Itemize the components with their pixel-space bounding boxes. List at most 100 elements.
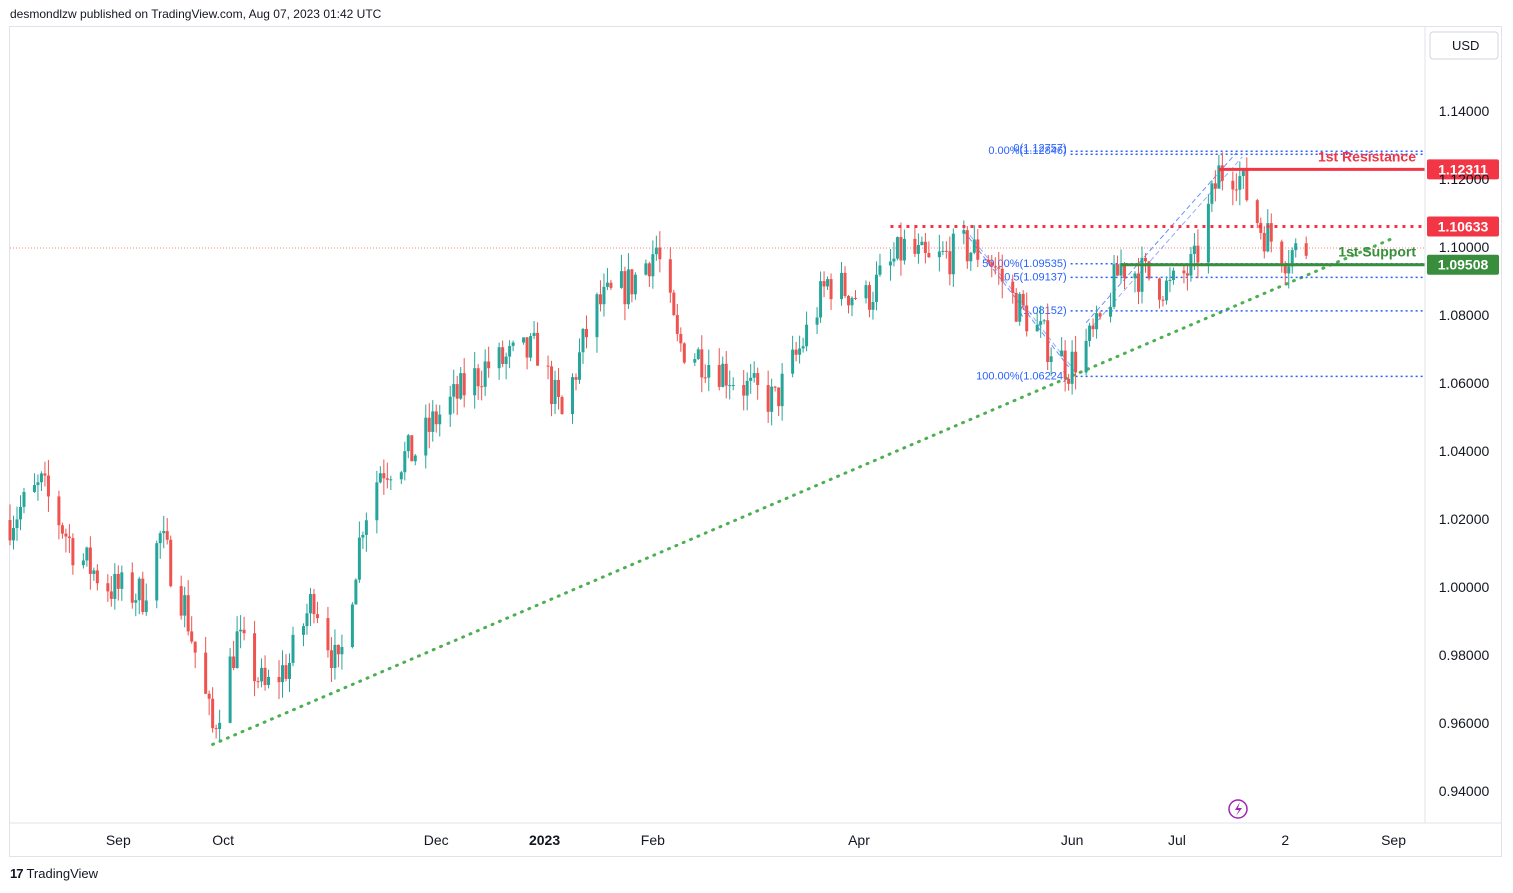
candle-body — [1304, 243, 1308, 256]
fib-level-label: 50.00%(1.09535) — [982, 258, 1066, 270]
candle-body — [937, 251, 941, 258]
candle-body — [574, 377, 578, 380]
candle-body — [291, 634, 295, 663]
candle-body — [438, 414, 442, 425]
candle-body — [504, 356, 508, 365]
candle-body — [497, 347, 501, 369]
x-tick-label: Sep — [106, 832, 131, 848]
candle-body — [1147, 261, 1151, 279]
candle-body — [840, 272, 844, 300]
candle-body — [696, 349, 700, 360]
candle-body — [67, 536, 71, 539]
time-axis: Sep Oct Dec 2023 Feb Apr Jun Jul 2 Sep — [106, 832, 1406, 848]
candle-body — [756, 373, 760, 386]
candle-body — [1095, 313, 1099, 330]
candle-body — [770, 386, 774, 412]
candle-body — [385, 478, 389, 480]
y-tick-label: 0.96000 — [1439, 715, 1490, 731]
publish-info: desmondlzw published on TradingView.com,… — [10, 7, 382, 21]
candle-body — [944, 250, 948, 252]
candle-body — [777, 387, 781, 407]
candle-body — [326, 618, 330, 651]
candle-body — [679, 333, 683, 344]
candle-body — [11, 528, 15, 541]
candle-body — [193, 641, 197, 653]
candle-body — [1039, 321, 1043, 325]
candle-body — [976, 239, 980, 260]
candle-body — [1049, 356, 1053, 363]
y-tick-label: 1.08000 — [1439, 307, 1490, 323]
candle-body — [605, 282, 609, 287]
candle-body — [993, 266, 997, 268]
y-tick-label: 0.94000 — [1439, 783, 1490, 799]
candle-body — [158, 533, 162, 544]
candle-body — [476, 368, 480, 387]
candle-body — [672, 292, 676, 315]
candle-body — [829, 279, 833, 300]
candle-body — [550, 366, 554, 405]
candle-body — [277, 676, 281, 683]
candle-body — [1123, 263, 1127, 279]
candle-body — [137, 578, 141, 601]
candle-body — [15, 519, 19, 529]
candle-body — [242, 629, 246, 634]
candle-body — [791, 349, 795, 374]
x-tick-label: Jun — [1061, 832, 1084, 848]
x-tick-label: Apr — [848, 832, 870, 848]
candle-body — [214, 728, 218, 730]
candle-body — [892, 258, 896, 262]
support-trendline — [211, 238, 1392, 746]
fib-retracement: 0(1.12757)0.00%(1.12846) 50.00%(1.09535)0… — [963, 142, 1423, 382]
candle-body — [1220, 165, 1224, 181]
candle-body — [8, 520, 12, 541]
candle-body — [22, 491, 26, 507]
candle-body — [1021, 293, 1025, 306]
candle-body — [85, 547, 89, 561]
candle-body — [997, 267, 1001, 269]
candle-body — [113, 573, 117, 599]
candle-body — [1206, 203, 1210, 263]
candle-body — [207, 693, 211, 699]
candle-body — [1266, 223, 1270, 252]
x-tick-label: Oct — [212, 832, 234, 848]
candle-body — [1280, 241, 1284, 266]
y-tick-label: 1.06000 — [1439, 375, 1490, 391]
candle-body — [717, 365, 721, 387]
candle-body — [1116, 264, 1120, 276]
candle-body — [92, 570, 96, 574]
candle-body — [577, 352, 581, 380]
candle-body — [434, 411, 438, 425]
candle-body — [1074, 351, 1078, 373]
candle-body — [529, 336, 533, 358]
candle-body — [951, 233, 955, 275]
candle-body — [871, 301, 875, 310]
level-name-label: 1st Support — [1338, 244, 1416, 260]
y-tick-label: 0.98000 — [1439, 647, 1490, 663]
fib-channel-line — [963, 230, 1070, 368]
candle-body — [144, 600, 148, 613]
candle-body — [1182, 270, 1186, 274]
candle-body — [895, 237, 899, 259]
candle-body — [633, 274, 637, 295]
candle-body — [560, 396, 564, 415]
candle-body — [703, 377, 707, 379]
candle-body — [253, 633, 257, 682]
candle-body — [284, 665, 288, 679]
candle-body — [1234, 189, 1238, 191]
candle-body — [95, 570, 99, 584]
x-tick-label: 2023 — [529, 832, 560, 848]
fib-channel-line — [969, 234, 1076, 372]
candle-body — [308, 594, 312, 614]
candle-body — [742, 385, 746, 396]
brand-name: TradingView — [26, 866, 99, 881]
candle-body — [749, 377, 753, 381]
candle-body — [333, 644, 337, 668]
lightning-bolt — [1235, 802, 1242, 816]
candle-body — [427, 417, 431, 432]
key-levels: 1.12311 1st Resistance 1.10633 1.09508 1st S… — [890, 148, 1499, 275]
candle-body — [522, 337, 526, 343]
candle-body — [32, 485, 36, 492]
candle-body — [899, 237, 903, 261]
candle-body — [721, 363, 725, 387]
